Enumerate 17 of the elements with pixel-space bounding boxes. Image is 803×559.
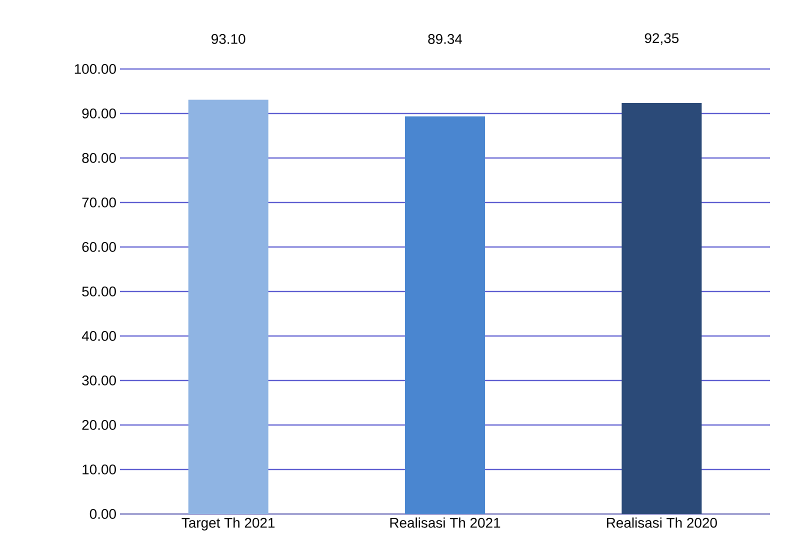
data-label: 92,35	[644, 33, 679, 45]
x-tick-label: Realisasi Th 2021	[390, 518, 500, 528]
y-tick-label: 0.00	[90, 509, 116, 519]
y-tick-label: 100.00	[74, 64, 116, 74]
data-label: 93.10	[212, 34, 246, 44]
x-tick-label: Target Th 2021	[182, 518, 275, 530]
y-tick-label: 20.00	[82, 420, 116, 430]
data-label: 89.34	[428, 34, 462, 44]
y-tick-label: 90.00	[82, 108, 116, 118]
y-tick-label: 80.00	[82, 153, 116, 163]
y-tick-label: 70.00	[82, 198, 116, 208]
y-tick-label: 50.00	[82, 286, 116, 296]
x-tick-label: Realisasi Th 2020	[606, 518, 717, 528]
y-tick-label: 60.00	[82, 242, 116, 252]
y-tick-label: 30.00	[82, 376, 116, 386]
y-tick-label: 10.00	[82, 464, 116, 474]
y-tick-label: 40.00	[82, 331, 116, 341]
